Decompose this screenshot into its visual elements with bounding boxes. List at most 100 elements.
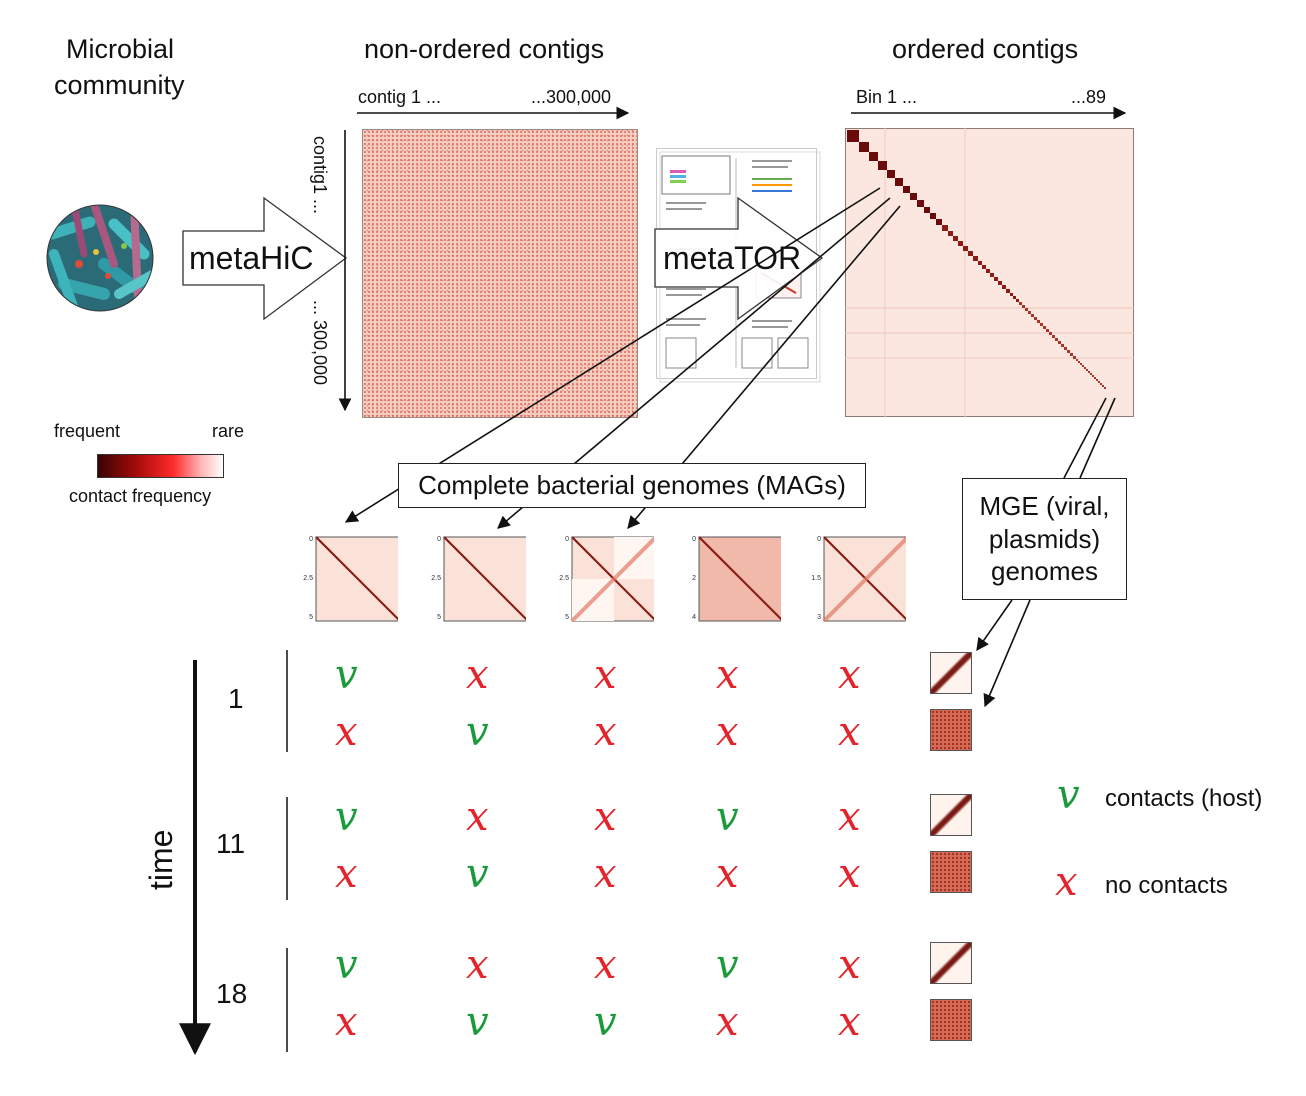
ordered-matrix-block bbox=[1046, 329, 1049, 332]
ordered-matrix-block bbox=[998, 281, 1002, 285]
no-contact-cross-mark: x bbox=[716, 709, 739, 755]
mge-heatmap bbox=[930, 942, 972, 984]
time-point-label: 11 bbox=[216, 828, 246, 859]
mge-heatmap bbox=[930, 709, 972, 751]
mag-heatmap-tick-label: 0 bbox=[437, 536, 441, 543]
ordered-matrix-block bbox=[1078, 361, 1080, 363]
metahic-label: metaHiC bbox=[189, 240, 314, 276]
ordered-matrix-block bbox=[1070, 353, 1073, 356]
mag-heatmap-tick-label: 2.5 bbox=[431, 575, 441, 582]
no-contact-cross-mark: x bbox=[716, 652, 739, 698]
colorbar-rare-label: rare bbox=[212, 421, 245, 441]
ordered-matrix-block bbox=[978, 261, 982, 265]
mag-heatmap-tick-label: 0 bbox=[692, 536, 696, 543]
mge-heatmap bbox=[930, 794, 972, 836]
mag-heatmap-tick-label: 0 bbox=[565, 536, 569, 543]
ordered-matrix-block bbox=[1100, 383, 1102, 385]
no-contact-cross-mark: x bbox=[594, 709, 617, 755]
ordered-matrix-block bbox=[1088, 371, 1090, 373]
ordered-matrix-block bbox=[1102, 385, 1104, 387]
no-contact-cross-mark: x bbox=[466, 794, 489, 840]
ordered-matrix-block bbox=[953, 236, 958, 241]
legend-cross-icon: x bbox=[1055, 859, 1078, 905]
mge-label-box: MGE (viral, plasmids) genomes bbox=[962, 478, 1127, 600]
mag-heatmap-tick-label: 5 bbox=[565, 614, 569, 621]
mag-heatmap-1: 02.55 bbox=[303, 536, 398, 622]
contact-check-mark: v bbox=[335, 794, 358, 840]
no-contact-cross-mark: x bbox=[838, 652, 861, 698]
contact-check-mark: v bbox=[594, 999, 617, 1045]
mag-heatmap-tick-label: 2 bbox=[692, 575, 696, 582]
ordered-matrix-block bbox=[895, 178, 903, 186]
no-contact-cross-mark: x bbox=[838, 851, 861, 897]
ordered-matrix-block bbox=[1052, 335, 1055, 338]
ordered-matrix-block bbox=[1019, 302, 1022, 305]
colorbar-frequent-label: frequent bbox=[54, 421, 121, 441]
ordered-matrix-block bbox=[1096, 379, 1098, 381]
ordered-matrix-block bbox=[958, 241, 963, 246]
ordered-matrix-block bbox=[1002, 285, 1006, 289]
ordered-matrix-diagonal-blocks bbox=[847, 130, 1106, 389]
ordered-matrix-block bbox=[1082, 365, 1084, 367]
ordered-matrix-block bbox=[1090, 373, 1092, 375]
time-point-label: 1 bbox=[228, 683, 244, 714]
legend-check-label: contacts (host) bbox=[1105, 785, 1263, 812]
ordered-matrix-block bbox=[1049, 332, 1052, 335]
ordered-matrix-block bbox=[1006, 289, 1010, 293]
mag-heatmap-tick-label: 5 bbox=[309, 614, 313, 621]
ordered-matrix-block bbox=[1104, 387, 1106, 389]
no-contact-cross-mark: x bbox=[838, 999, 861, 1045]
ordered-matrix-block bbox=[994, 277, 998, 281]
mag-heatmap-3: 02.55 bbox=[559, 536, 654, 623]
no-contact-cross-mark: x bbox=[594, 851, 617, 897]
ordered-matrix-block bbox=[1028, 311, 1031, 314]
ordered-matrix-block bbox=[1084, 367, 1086, 369]
mge-heatmap bbox=[930, 652, 972, 694]
ordered-matrix-block bbox=[986, 269, 990, 273]
ordered-matrix-block bbox=[963, 246, 968, 251]
mag-heatmap-tick-label: 2.5 bbox=[559, 575, 569, 582]
non-ordered-contact-matrix bbox=[362, 129, 638, 418]
ordered-matrix-block bbox=[1040, 323, 1043, 326]
contact-check-mark: v bbox=[466, 999, 489, 1045]
mag-heatmap-4: 0 2 4 bbox=[692, 536, 781, 622]
ordered-matrix-block bbox=[878, 161, 887, 170]
no-contact-cross-mark: x bbox=[594, 942, 617, 988]
ordered-matrix-block bbox=[982, 265, 986, 269]
mge-label-line3: genomes bbox=[991, 556, 1098, 587]
microbial-community-image bbox=[46, 204, 154, 312]
ordered-matrix-block bbox=[1067, 350, 1070, 353]
ordered-matrix-block bbox=[1080, 363, 1082, 365]
no-contact-cross-mark: x bbox=[716, 999, 739, 1045]
ordered-matrix-block bbox=[924, 207, 930, 213]
ordered-matrix-block bbox=[1013, 296, 1016, 299]
mge-label-line2: plasmids) bbox=[988, 523, 1101, 554]
no-contact-cross-mark: x bbox=[335, 851, 358, 897]
ordered-matrix-block bbox=[990, 273, 994, 277]
ordered-matrix-block bbox=[1098, 381, 1100, 383]
mag-heatmap-tick-label: 4 bbox=[692, 614, 696, 621]
no-contact-cross-mark: x bbox=[594, 794, 617, 840]
ordered-matrix-block bbox=[1073, 356, 1076, 359]
ordered-matrix-block bbox=[1025, 308, 1028, 311]
no-contact-cross-mark: x bbox=[594, 652, 617, 698]
mge-heatmap bbox=[930, 851, 972, 893]
ordered-matrix-block bbox=[1086, 369, 1088, 371]
contact-check-mark: v bbox=[466, 709, 489, 755]
ordered-matrix-block bbox=[887, 170, 895, 178]
contact-check-mark: v bbox=[716, 794, 739, 840]
community-label-line1: Microbial bbox=[66, 34, 175, 64]
legend-cross-label: no contacts bbox=[1105, 872, 1228, 899]
contact-frequency-colorbar bbox=[97, 454, 224, 478]
legend-check-icon: v bbox=[1057, 772, 1080, 818]
matrix2-title: ordered contigs bbox=[892, 34, 1079, 64]
mag-heatmap-tick-label: 0 bbox=[817, 536, 821, 543]
no-contact-cross-mark: x bbox=[838, 794, 861, 840]
matrix1-top-right-label: ...300,000 bbox=[531, 87, 612, 107]
ordered-matrix-block bbox=[1010, 293, 1013, 296]
no-contact-cross-mark: x bbox=[466, 652, 489, 698]
mags-label-box: Complete bacterial genomes (MAGs) bbox=[398, 463, 866, 508]
ordered-matrix-block bbox=[973, 256, 978, 261]
no-contact-cross-mark: x bbox=[716, 851, 739, 897]
ordered-matrix-block bbox=[1064, 347, 1067, 350]
